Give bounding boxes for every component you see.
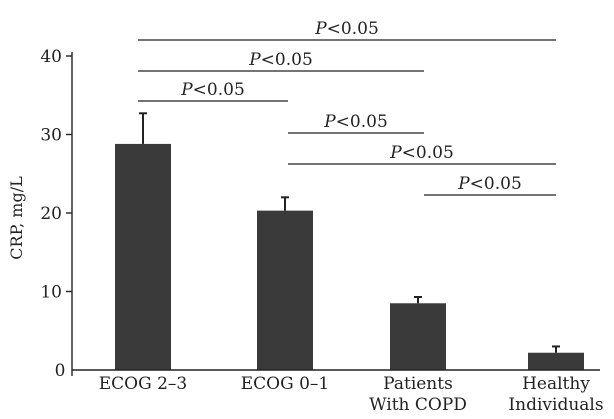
- bar: [528, 352, 584, 370]
- y-tick-label: 30: [40, 126, 62, 146]
- bar: [390, 303, 446, 370]
- significance-label: P<0.05: [457, 174, 522, 194]
- y-tick-label: 0: [55, 361, 66, 381]
- bars-group: [115, 112, 584, 370]
- x-category-label: ECOG 2–3: [99, 374, 187, 394]
- y-tick-label: 40: [40, 47, 62, 67]
- x-category-label: Healthy Individuals: [508, 374, 603, 415]
- x-category-label: ECOG 0–1: [241, 374, 329, 394]
- significance-label: P<0.05: [180, 80, 245, 100]
- bar: [257, 210, 313, 370]
- y-tick-label: 20: [40, 204, 62, 224]
- y-tick-label: 10: [40, 283, 62, 303]
- x-category-label: Patients With COPD: [369, 374, 467, 415]
- y-axis-label: CRP, mg/L: [7, 176, 26, 260]
- axes-group: 10 20 30 40 0 ECOG 2–3 ECOG 0–1 Patients With CO…: [40, 47, 603, 415]
- significance-label: P<0.05: [314, 19, 379, 39]
- significance-label: P<0.05: [389, 143, 454, 163]
- significance-label: P<0.05: [248, 50, 313, 70]
- significance-group: P<0.05P<0.05P<0.05P<0.05P<0.05P<0.05: [138, 19, 556, 196]
- bar: [115, 143, 171, 370]
- significance-label: P<0.05: [323, 112, 388, 132]
